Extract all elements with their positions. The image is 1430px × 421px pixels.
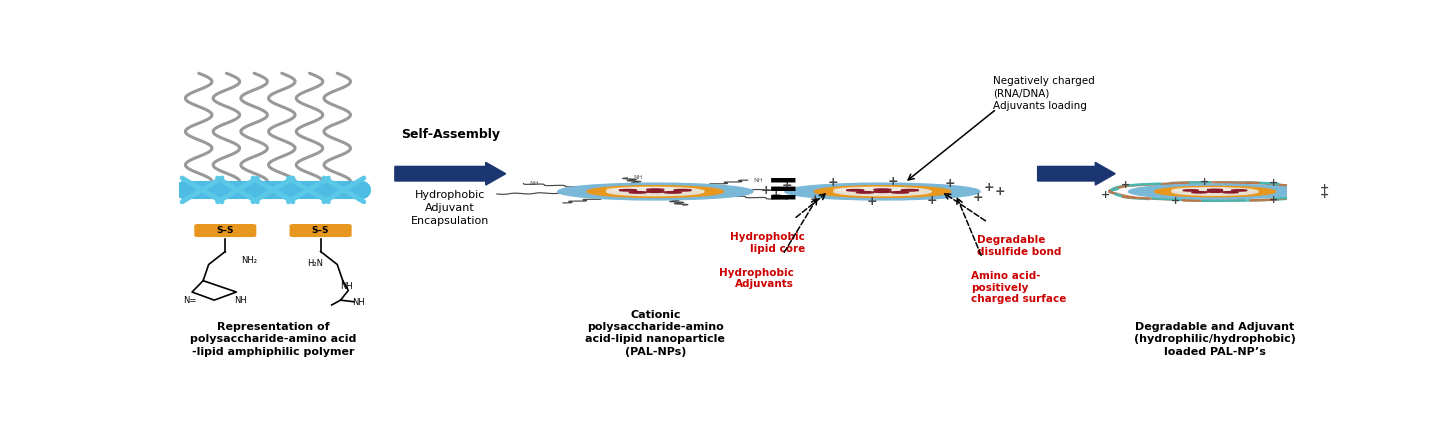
Text: NH: NH [819,187,829,192]
Ellipse shape [1223,192,1238,193]
FancyBboxPatch shape [194,224,256,237]
Ellipse shape [1171,188,1258,195]
Text: +: + [1320,190,1330,200]
Text: +: + [1200,176,1210,187]
Ellipse shape [1207,191,1223,192]
Text: +: + [781,179,792,192]
Text: NH: NH [633,176,642,180]
Text: Representation of
polysaccharide-amino acid
-lipid amphiphilic polymer: Representation of polysaccharide-amino a… [190,322,356,357]
Text: +: + [888,175,898,188]
Text: NH: NH [352,298,365,307]
Text: H₂N: H₂N [307,259,323,268]
Ellipse shape [606,187,704,196]
Text: +: + [809,193,821,206]
Ellipse shape [785,183,980,200]
Text: NH: NH [235,296,247,305]
Text: ≡: ≡ [766,171,799,209]
Ellipse shape [847,189,864,191]
FancyArrow shape [1038,163,1115,185]
Ellipse shape [901,189,918,191]
Ellipse shape [619,189,636,191]
Text: NH: NH [529,181,539,186]
Ellipse shape [891,192,909,193]
Text: +: + [828,176,838,189]
Text: +: + [1268,195,1278,205]
Text: +: + [994,185,1005,198]
Text: +: + [944,177,955,190]
Text: Cationic
polysaccharide-amino
acid-lipid nanoparticle
(PAL-NPs): Cationic polysaccharide-amino acid-lipid… [585,310,725,357]
Text: +: + [972,191,984,204]
Ellipse shape [1128,184,1301,199]
Text: Hydrophobic
Adjuvants: Hydrophobic Adjuvants [719,268,794,289]
Ellipse shape [834,187,931,196]
Ellipse shape [814,186,951,197]
Ellipse shape [646,189,664,190]
Ellipse shape [874,191,891,192]
Text: Self-Assembly: Self-Assembly [400,128,499,141]
Text: +: + [771,189,782,203]
Ellipse shape [1154,187,1276,197]
Text: +: + [1320,183,1330,193]
Text: +: + [927,194,937,207]
Text: NH: NH [754,178,762,183]
Ellipse shape [1207,189,1223,191]
Ellipse shape [664,192,682,193]
Ellipse shape [1191,192,1207,193]
Text: +: + [1170,196,1180,206]
Ellipse shape [1171,188,1233,192]
Ellipse shape [1231,190,1247,191]
Text: Degradable
disulfide bond: Degradable disulfide bond [977,235,1061,257]
Ellipse shape [646,191,664,192]
Text: +: + [1121,180,1130,190]
Text: +: + [1268,178,1278,188]
Text: +: + [1101,190,1110,200]
Text: S–S: S–S [312,226,329,235]
Text: +: + [984,181,994,194]
Ellipse shape [857,192,874,193]
Ellipse shape [834,187,902,192]
Text: N=: N= [183,296,196,305]
Ellipse shape [1183,190,1198,191]
Text: Degradable and Adjuvant
(hydrophilic/hydrophobic)
loaded PAL-NP’s: Degradable and Adjuvant (hydrophilic/hyd… [1134,322,1296,357]
Ellipse shape [558,183,752,200]
Ellipse shape [629,192,646,193]
Text: S–S: S–S [216,226,235,235]
Ellipse shape [874,189,891,190]
FancyBboxPatch shape [289,224,352,237]
Text: NH₂: NH₂ [240,256,257,265]
Ellipse shape [588,186,724,197]
Text: Hydrophobic
Adjuvant
Encapsulation: Hydrophobic Adjuvant Encapsulation [410,190,489,226]
Text: Hydrophobic
lipid core: Hydrophobic lipid core [731,232,805,254]
Ellipse shape [606,187,675,192]
Ellipse shape [674,189,691,191]
Text: NH: NH [340,282,353,291]
Text: Negatively charged
(RNA/DNA)
Adjuvants loading: Negatively charged (RNA/DNA) Adjuvants l… [994,77,1095,111]
FancyArrow shape [395,163,506,185]
Text: Amino acid-
positively
charged surface: Amino acid- positively charged surface [971,271,1067,304]
Text: +: + [761,184,771,197]
Text: +: + [867,195,878,208]
